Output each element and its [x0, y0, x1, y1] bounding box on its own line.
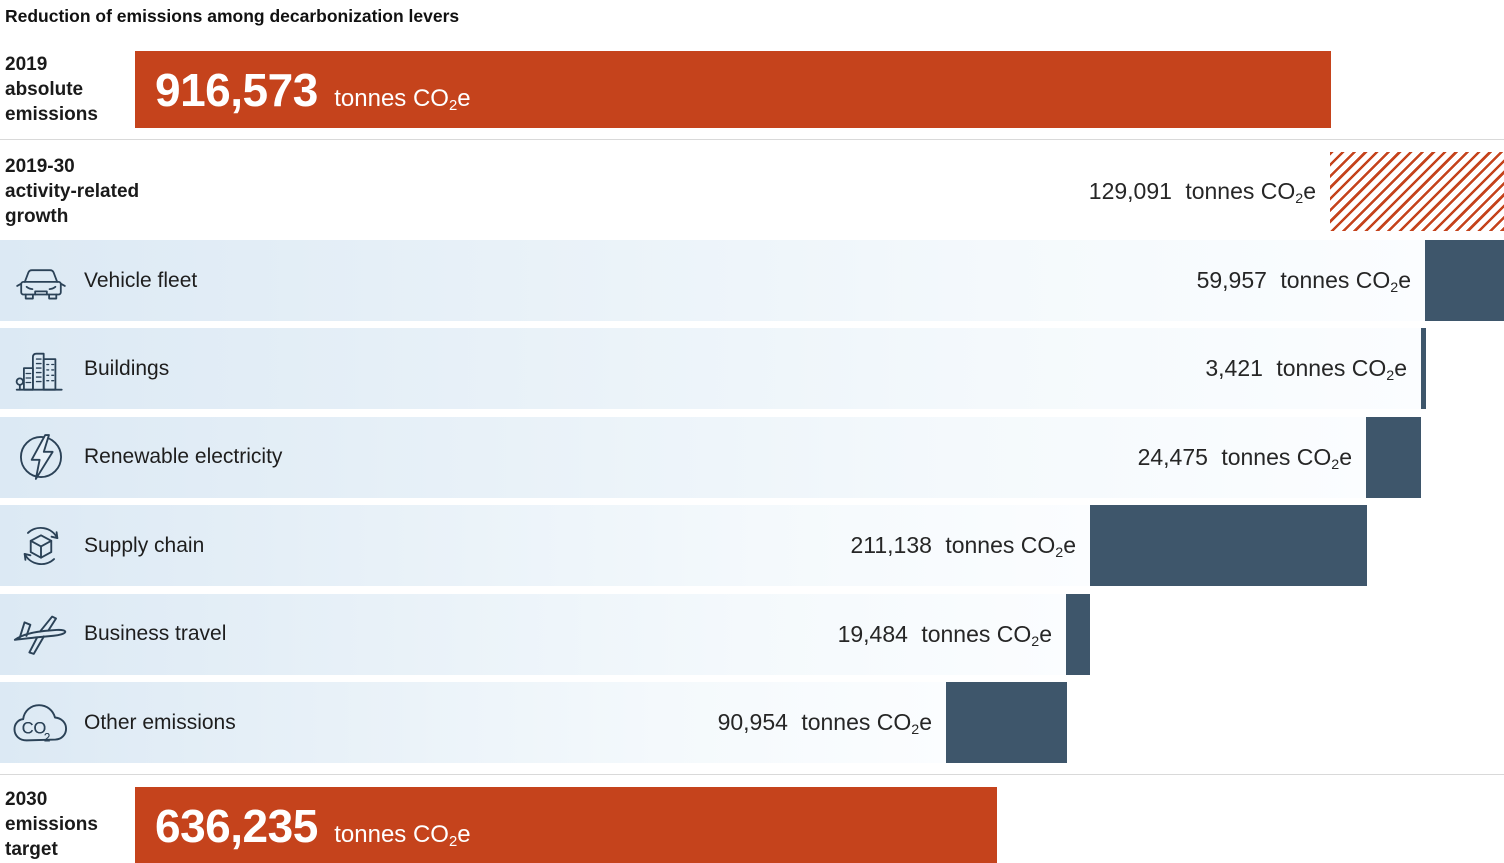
lever-row-background [0, 240, 1425, 321]
svg-text:CO: CO [22, 719, 47, 737]
lever-label-other-emissions: Other emissions [84, 710, 236, 734]
divider-line [0, 139, 1504, 140]
supply-chain-icon [10, 515, 72, 577]
lever-label-supply-chain: Supply chain [84, 533, 205, 557]
lightning-icon [10, 426, 72, 488]
lever-value-buildings: 3,421 tonnes CO2e [1205, 355, 1407, 385]
svg-text:2: 2 [44, 732, 50, 744]
svg-text:CO: CO [22, 719, 47, 737]
lever-bar-other-emissions [946, 682, 1067, 763]
value-2030-emissions-target: 636,235 [155, 799, 318, 852]
lever-row-background [0, 682, 946, 763]
co2-cloud-icon: CO 2 CO 2 [10, 692, 72, 754]
lever-bar-vehicle-fleet [1425, 240, 1504, 321]
lever-label-renewable-electricity: Renewable electricity [84, 445, 283, 469]
lever-value-business-travel: 19,484 tonnes CO2e [837, 620, 1052, 650]
svg-text:2: 2 [44, 732, 50, 744]
lever-label-vehicle-fleet: Vehicle fleet [84, 268, 198, 292]
unit-co2e: tonnes CO2e [945, 532, 1076, 562]
row-label-2019-absolute-emissions: 2019 absolute emissions [5, 54, 98, 125]
unit-co2e: tonnes CO2e [334, 820, 471, 850]
bar-2030-emissions-target: 636,235 tonnes CO2e [135, 787, 997, 863]
value-2019-absolute-emissions: 916,573 [155, 63, 318, 116]
unit-co2e: tonnes CO2e [1221, 443, 1352, 473]
lever-value-renewable-electricity: 24,475 tonnes CO2e [1137, 443, 1352, 473]
plane-icon [10, 603, 72, 665]
bar-2019-absolute-emissions: 916,573 tonnes CO2e [135, 51, 1331, 128]
value-activity-related-growth: 129,091 tonnes CO2e [1088, 178, 1316, 207]
unit-co2e: tonnes CO2e [1280, 267, 1411, 296]
unit-co2e: tonnes CO2e [1276, 355, 1407, 385]
divider-line [0, 774, 1504, 775]
lever-value-supply-chain: 211,138 tonnes CO2e [850, 532, 1076, 562]
lever-row-background [0, 328, 1421, 410]
bar-activity-related-growth [1330, 152, 1504, 231]
lever-value-vehicle-fleet: 59,957 tonnes CO2e [1196, 267, 1411, 296]
lever-row-buildings: Buildings 3,421 tonnes CO2e [0, 328, 1504, 410]
row-label-activity-related-growth: 2019-30 activity-related growth [5, 156, 140, 227]
row-label-2030-emissions-target: 2030 emissions target [5, 789, 98, 860]
lever-row-renewable-electricity: Renewable electricity 24,475 tonnes CO2e [0, 416, 1504, 498]
lever-row-background [0, 593, 1066, 675]
unit-co2e: tonnes CO2e [921, 620, 1052, 650]
unit-co2e: tonnes CO2e [801, 709, 932, 738]
lever-row-background [0, 416, 1366, 498]
unit-co2e: tonnes CO2e [1185, 178, 1316, 207]
lever-label-business-travel: Business travel [84, 622, 227, 646]
lever-bar-business-travel [1066, 593, 1090, 675]
chart-title: Reduction of emissions among decarboniza… [5, 6, 460, 26]
lever-value-other-emissions: 90,954 tonnes CO2e [717, 709, 932, 738]
lever-row-vehicle-fleet: Vehicle fleet 59,957 tonnes CO2e [0, 240, 1504, 321]
unit-co2e: tonnes CO2e [334, 84, 471, 114]
lever-row-business-travel: Business travel 19,484 tonnes CO2e [0, 593, 1504, 675]
lever-label-buildings: Buildings [84, 356, 170, 380]
car-icon [10, 250, 72, 312]
buildings-icon [10, 338, 72, 400]
lever-bar-supply-chain [1090, 505, 1367, 587]
lever-row-supply-chain: Supply chain 211,138 tonnes CO2e [0, 505, 1504, 587]
lever-row-other-emissions: CO 2 CO 2 Other emissions 90,954 tonnes CO2… [0, 682, 1504, 763]
lever-bar-buildings [1421, 328, 1426, 410]
lever-row-background [0, 505, 1090, 587]
lever-bar-renewable-electricity [1366, 416, 1421, 498]
